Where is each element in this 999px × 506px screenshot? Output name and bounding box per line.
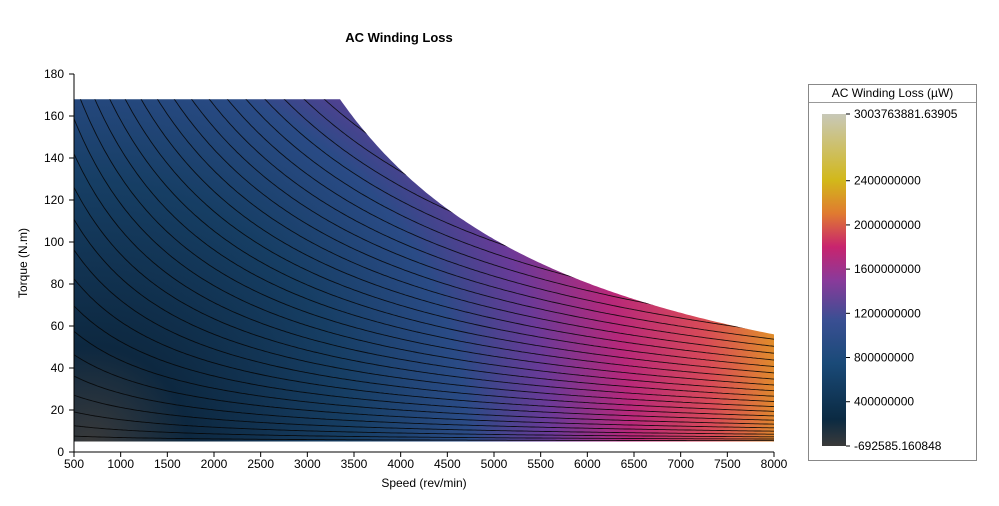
contour-line	[74, 354, 774, 429]
y-tick-label: 0	[57, 445, 64, 459]
y-tick-label: 40	[51, 361, 65, 375]
contour-line	[685, 33, 774, 77]
y-tick-label: 100	[44, 235, 64, 249]
contour-line	[641, 33, 774, 98]
contour-line	[709, 33, 774, 65]
y-axis-label: Torque (N.m)	[16, 228, 30, 298]
contour-line	[74, 219, 774, 408]
contour-line	[150, 99, 774, 340]
x-tick-label: 4500	[434, 457, 461, 471]
contour-line	[755, 33, 774, 42]
colorbar-legend: AC Winding Loss (µW)	[808, 84, 977, 461]
x-tick-label: 1000	[107, 457, 134, 471]
plot-area	[74, 32, 774, 442]
contour-line	[489, 99, 774, 174]
contour-line	[732, 33, 774, 54]
contour-line	[96, 99, 774, 367]
x-axis-label: Speed (rev/min)	[381, 476, 466, 490]
contour-line	[74, 278, 774, 417]
contour-line	[74, 375, 774, 432]
contour-line	[468, 99, 774, 184]
x-tick-label: 500	[64, 457, 84, 471]
contour-line	[74, 99, 774, 380]
contour-line	[74, 305, 774, 421]
colorbar-title: AC Winding Loss (µW)	[809, 85, 976, 103]
contour-line	[108, 99, 774, 361]
x-tick-label: 5500	[527, 457, 554, 471]
x-tick-label: 5000	[481, 457, 508, 471]
y-tick-label: 160	[44, 109, 64, 123]
y-tick-label: 60	[51, 319, 65, 333]
x-tick-label: 3000	[294, 457, 321, 471]
contour-line	[409, 99, 774, 213]
x-tick-label: 6500	[621, 457, 648, 471]
contour-line	[74, 187, 774, 402]
contour-line	[74, 425, 774, 440]
contour-line	[166, 99, 774, 333]
x-tick-label: 2000	[201, 457, 228, 471]
x-tick-label: 7500	[714, 457, 741, 471]
y-tick-label: 140	[44, 151, 64, 165]
contour-line	[82, 99, 774, 374]
contour-line	[573, 99, 774, 132]
contour-line	[617, 99, 774, 111]
contour-line	[428, 99, 774, 204]
contour-line	[552, 99, 774, 143]
x-tick-label: 4000	[387, 457, 414, 471]
contour-line	[74, 394, 774, 435]
contour-line	[74, 411, 774, 438]
y-tick-label: 20	[51, 403, 65, 417]
contour-line	[662, 32, 774, 87]
contour-line	[388, 99, 774, 223]
axes: 500 1000 1500 2000 2500 3000 3500 4000 4500 5000 5…	[16, 67, 788, 490]
contour-line	[136, 99, 774, 347]
contour-line	[74, 249, 774, 412]
contour-line	[594, 99, 774, 121]
x-tick-label: 7000	[667, 457, 694, 471]
x-tick-label: 8000	[761, 457, 788, 471]
contour-line	[122, 99, 774, 354]
y-tick-label: 180	[44, 67, 64, 81]
contour-line	[531, 99, 774, 153]
loss-map-region	[74, 99, 774, 442]
contour-line	[449, 99, 774, 194]
x-tick-label: 2500	[247, 457, 274, 471]
x-tick-label: 6000	[574, 457, 601, 471]
x-tick-label: 1500	[154, 457, 181, 471]
contour-line	[74, 99, 774, 386]
x-tick-label: 3500	[341, 457, 368, 471]
y-tick-label: 80	[51, 277, 65, 291]
y-tick-label: 120	[44, 193, 64, 207]
contour-line	[74, 118, 774, 392]
contour-line	[510, 99, 774, 164]
contour-line	[74, 153, 774, 397]
chart-title: AC Winding Loss	[345, 30, 453, 45]
contour-line	[74, 435, 774, 442]
contour-line	[74, 330, 774, 425]
